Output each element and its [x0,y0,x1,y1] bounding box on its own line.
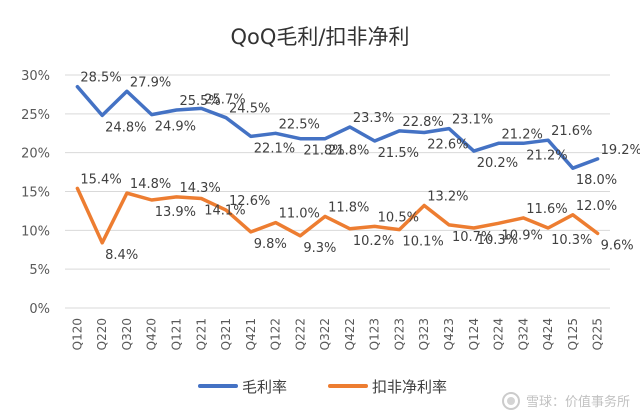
chart-title: QoQ毛利/扣非净利 [231,25,410,49]
y-tick-label: 0% [29,302,50,317]
data-label: 14.8% [130,177,171,192]
y-tick-label: 20% [21,147,50,162]
data-label: 23.1% [452,113,493,128]
data-labels: 28.5% 24.8% 27.9% 24.9% 25.5%25.7%24.5% 22.1%… [80,71,640,263]
data-label: 12.0% [576,199,617,214]
data-label: 13.9% [155,205,196,220]
data-label: 21.2% [526,148,567,163]
x-tick-label: Q320 [120,318,134,350]
y-axis: 0% 5% 10% 15% 20% 25% 30% [21,69,50,317]
data-label: 21.8% [303,144,344,159]
data-label: 23.3% [353,111,394,126]
data-label: 24.9% [155,120,196,135]
data-label: 11.8% [328,200,369,215]
legend: 毛利率 扣非净利率 [198,378,447,396]
x-tick-label: Q322 [318,318,332,350]
data-label: 22.6% [427,137,468,152]
data-label: 9.6% [601,238,634,253]
data-label: 10.2% [353,234,394,249]
x-axis: Q120 Q220 Q320 Q420 Q121 Q221 Q321 Q421 Q122 Q222… [70,318,604,350]
data-label: 21.5% [378,146,419,161]
data-label: 24.8% [105,120,146,135]
data-label: 24.5% [229,102,270,117]
data-label: 27.9% [130,75,171,90]
x-tick-label: Q220 [95,318,109,350]
x-tick-label: Q122 [269,318,283,350]
data-label: 12.6% [229,194,270,209]
y-tick-label: 5% [29,263,50,278]
data-label: 9.3% [303,241,336,256]
data-label: 15.4% [80,172,121,187]
data-label: 25.5% [179,94,220,109]
series-line [75,186,600,245]
x-tick-label: Q321 [219,318,233,350]
data-label: 10.7% [452,230,493,245]
x-tick-label: Q123 [368,318,382,350]
data-label: 22.1% [254,141,295,156]
series-line [75,84,600,170]
y-tick-label: 10% [21,224,50,239]
x-tick-label: Q420 [145,318,159,350]
y-tick-label: 25% [21,108,50,123]
series-lines [75,84,600,245]
data-label: 10.3% [551,233,592,248]
x-tick-label: Q423 [442,318,456,350]
data-label: 22.8% [402,115,443,130]
y-tick-label: 30% [21,69,50,84]
watermark: 雪球：价值事务所 [501,391,630,410]
x-tick-label: Q225 [591,318,605,350]
data-label: 10.3% [477,233,518,248]
y-tick-label: 15% [21,186,50,201]
x-tick-label: Q222 [293,318,307,350]
x-tick-label: Q421 [244,318,258,350]
x-tick-label: Q223 [392,318,406,350]
data-label: 10.9% [502,228,543,243]
data-label: 22.5% [279,117,320,132]
data-label: 20.2% [477,156,518,171]
data-label: 14.1% [204,203,245,218]
data-label: 14.3% [179,181,220,196]
watermark-text: 雪球：价值事务所 [525,395,630,410]
data-label: 13.2% [427,189,468,204]
data-label: 18.0% [576,173,617,188]
legend-label: 毛利率 [242,378,287,396]
data-label: 11.6% [526,202,567,217]
data-label: 19.2% [601,143,640,158]
x-tick-label: Q221 [194,318,208,350]
data-label: 10.5% [378,210,419,225]
data-label: 9.8% [254,237,287,252]
snowball-logo-icon [501,391,520,410]
data-label: 25.7% [204,92,245,107]
x-tick-label: Q323 [417,318,431,350]
data-label: 11.0% [279,207,320,222]
data-label: 10.1% [402,235,443,250]
x-tick-label: Q121 [169,318,183,350]
data-label: 8.4% [105,248,138,263]
x-tick-label: Q125 [566,318,580,350]
data-label: 21.2% [502,127,543,142]
x-tick-label: Q324 [516,318,530,350]
x-tick-label: Q224 [492,318,506,350]
legend-label: 扣非净利率 [372,378,447,396]
data-label: 28.5% [80,71,121,86]
data-label: 21.6% [551,124,592,139]
x-tick-label: Q120 [70,318,84,350]
data-label: 21.8% [328,144,369,159]
x-tick-label: Q422 [343,318,357,350]
x-tick-label: Q424 [541,318,555,350]
x-tick-label: Q124 [467,318,481,350]
